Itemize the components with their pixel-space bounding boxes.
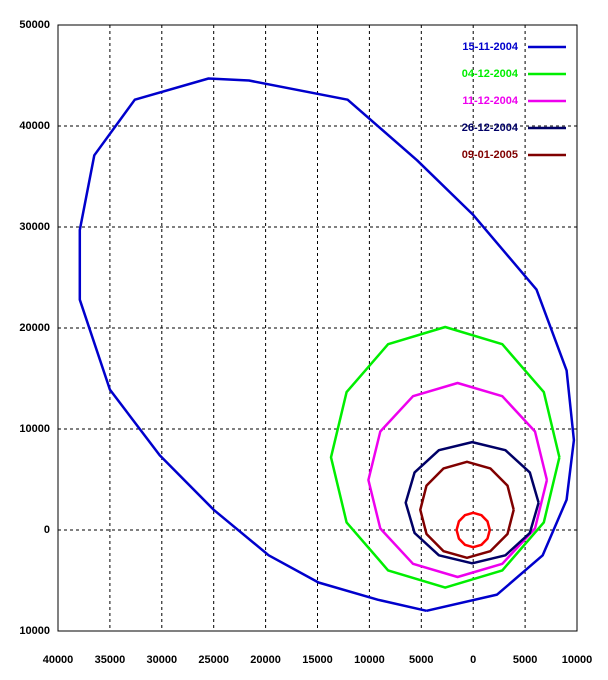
orbit-line [329,325,561,589]
x-tick-label: 30000 [147,654,178,666]
x-tick-label: 0 [470,654,476,666]
legend-label: 09-01-2005 [462,149,518,161]
legend-label: 04-12-2004 [462,68,519,80]
legend-label: 11-12-2004 [462,95,519,107]
y-tick-label: 50000 [19,19,50,31]
legend-label: 26-12-2004 [462,122,519,134]
x-tick-label: 25000 [198,654,229,666]
x-tick-label: 5000 [409,654,433,666]
orbit-line [367,381,549,579]
orbit-line [404,440,540,565]
orbit-line [455,511,492,549]
y-tick-label: 0 [44,524,50,536]
x-tick-label: 5000 [513,654,537,666]
orbit-line [78,77,576,613]
y-tick-label: 20000 [19,322,50,334]
y-tick-label: 10000 [19,423,50,435]
x-tick-label: 40000 [43,654,74,666]
legend-label: 15-11-2004 [462,41,519,53]
plot-frame [57,24,578,632]
x-tick-label: 20000 [250,654,281,666]
y-tick-label: 30000 [19,221,50,233]
orbit-line [419,460,515,560]
x-tick-label: 10000 [562,654,593,666]
x-tick-label: 35000 [95,654,126,666]
y-tick-label: 10000 [19,625,50,637]
x-tick-label: 10000 [354,654,385,666]
y-tick-label: 40000 [19,120,50,132]
x-tick-label: 15000 [302,654,333,666]
